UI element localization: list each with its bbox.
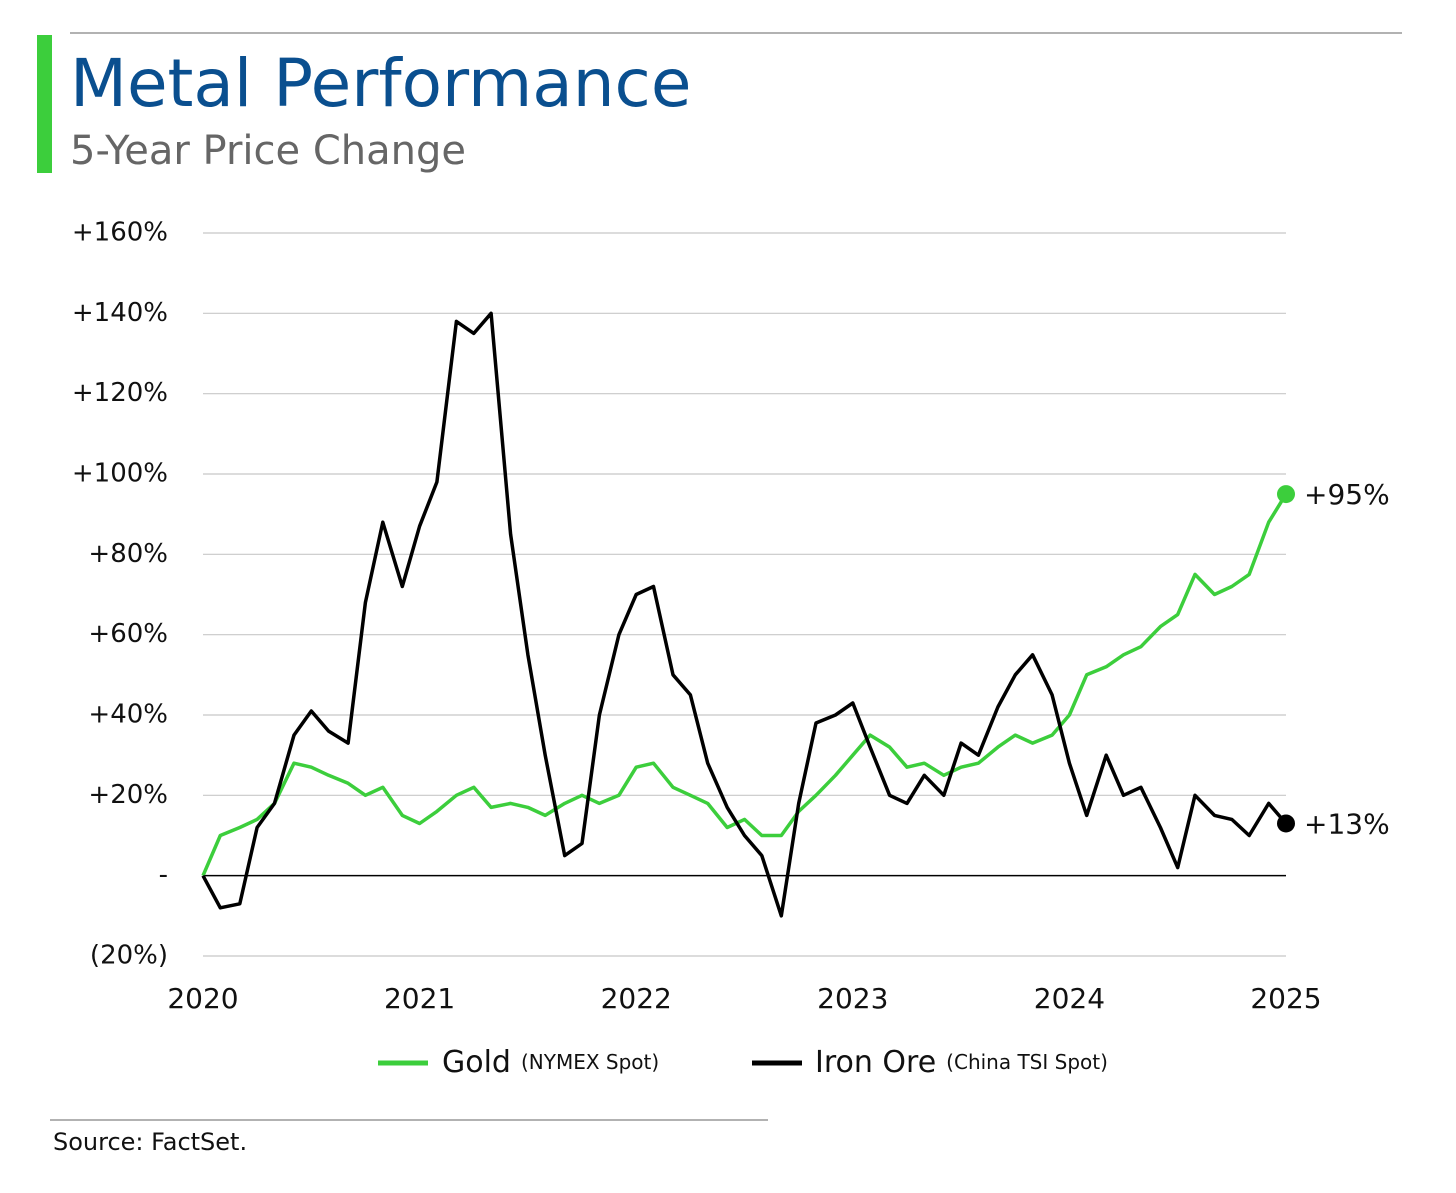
legend-label: Gold (NYMEX Spot) xyxy=(442,1045,659,1080)
y-tick-label: +20% xyxy=(88,780,168,810)
chart-title: Metal Performance xyxy=(70,45,691,122)
y-tick-label: +40% xyxy=(88,700,168,730)
end-dot xyxy=(1277,485,1295,504)
chart-subtitle: 5-Year Price Change xyxy=(70,128,466,174)
source: Source: FactSet. xyxy=(53,1128,247,1156)
legend-name: Gold xyxy=(442,1045,511,1080)
legend-note: (China TSI Spot) xyxy=(946,1050,1108,1074)
x-tick-label: 2022 xyxy=(601,982,672,1015)
y-tick-label: +120% xyxy=(72,378,168,408)
x-tick-label: 2023 xyxy=(817,982,888,1015)
end-dot xyxy=(1277,814,1295,833)
legend-label: Iron Ore (China TSI Spot) xyxy=(815,1045,1108,1080)
series-line xyxy=(201,311,1288,918)
y-tick-label: +100% xyxy=(72,459,168,489)
y-tick-label: (20%) xyxy=(90,941,168,971)
x-tick-label: 2024 xyxy=(1034,982,1105,1015)
x-tick-label: 2021 xyxy=(384,982,455,1015)
legend-name: Iron Ore xyxy=(815,1045,936,1080)
x-tick-label: 2020 xyxy=(167,982,238,1015)
end-label: +95% xyxy=(1304,478,1390,511)
legend-note: (NYMEX Spot) xyxy=(521,1050,659,1074)
y-tick-label: +140% xyxy=(72,298,168,328)
y-tick-label: +60% xyxy=(88,619,168,649)
accent-bar xyxy=(37,35,52,173)
y-tick-label: - xyxy=(159,860,168,890)
end-label: +13% xyxy=(1304,807,1390,840)
y-tick-label: +80% xyxy=(88,539,168,569)
series-line xyxy=(201,493,1288,877)
y-tick-label: +160% xyxy=(72,218,168,248)
x-tick-label: 2025 xyxy=(1250,982,1321,1015)
